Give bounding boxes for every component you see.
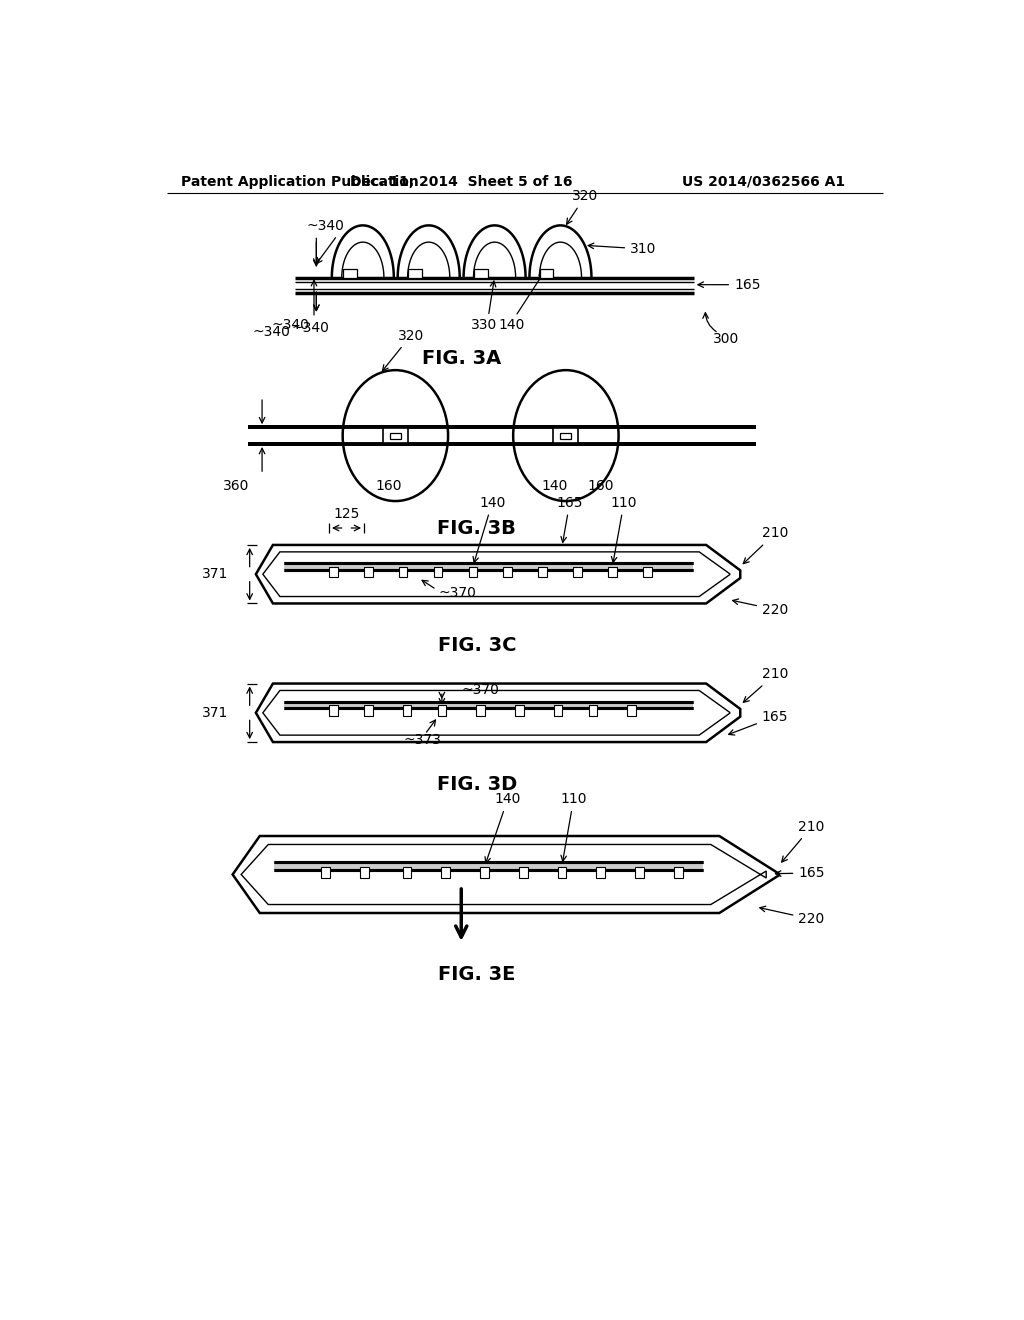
Bar <box>558 867 566 878</box>
Bar <box>476 705 485 715</box>
Bar <box>390 433 400 438</box>
Bar <box>597 867 605 878</box>
Text: 220: 220 <box>733 599 788 616</box>
Bar <box>274 862 703 870</box>
Text: FIG. 3B: FIG. 3B <box>437 519 516 537</box>
Text: 371: 371 <box>203 706 228 719</box>
Text: ~370: ~370 <box>461 682 499 697</box>
Bar <box>437 705 446 715</box>
Text: 110: 110 <box>560 792 587 861</box>
Text: FIG. 3D: FIG. 3D <box>436 775 517 793</box>
Bar <box>554 428 579 444</box>
Bar <box>573 566 582 577</box>
Text: 110: 110 <box>610 495 637 562</box>
Text: 140: 140 <box>541 479 567 492</box>
Bar <box>248 428 756 444</box>
Text: 160: 160 <box>376 479 402 492</box>
Text: 160: 160 <box>588 479 614 492</box>
Text: FIG. 3A: FIG. 3A <box>422 348 501 368</box>
Bar <box>360 867 369 878</box>
Text: Patent Application Publication: Patent Application Publication <box>180 174 419 189</box>
Ellipse shape <box>343 370 449 502</box>
Text: 140: 140 <box>473 495 506 562</box>
Text: 210: 210 <box>743 527 788 564</box>
Text: FIG. 3E: FIG. 3E <box>438 965 515 985</box>
Bar <box>560 433 571 438</box>
Text: ~340: ~340 <box>271 318 309 333</box>
Ellipse shape <box>513 370 618 502</box>
Text: Dec. 11, 2014  Sheet 5 of 16: Dec. 11, 2014 Sheet 5 of 16 <box>350 174 572 189</box>
Text: 165: 165 <box>729 710 788 735</box>
Text: 165: 165 <box>698 277 761 292</box>
Bar <box>469 566 477 577</box>
Text: 140: 140 <box>485 792 521 863</box>
Bar <box>329 566 338 577</box>
Text: 210: 210 <box>743 668 788 702</box>
Text: 210: 210 <box>781 820 824 862</box>
Text: 320: 320 <box>566 189 598 224</box>
Text: US 2014/0362566 A1: US 2014/0362566 A1 <box>682 174 845 189</box>
Text: 300: 300 <box>713 333 739 346</box>
Bar <box>284 564 693 570</box>
Bar <box>474 268 487 277</box>
Bar <box>519 867 527 878</box>
Text: ~370: ~370 <box>438 586 476 599</box>
Bar <box>540 268 554 277</box>
Bar <box>554 705 562 715</box>
Text: 360: 360 <box>223 479 250 492</box>
Bar <box>284 702 693 708</box>
Bar <box>399 566 408 577</box>
Bar <box>589 705 597 715</box>
Text: ~373: ~373 <box>403 733 441 747</box>
Bar <box>643 566 651 577</box>
Bar <box>383 428 408 444</box>
Text: 320: 320 <box>383 329 424 371</box>
Bar <box>322 867 330 878</box>
Text: 220: 220 <box>760 907 824 927</box>
Bar <box>364 705 373 715</box>
Text: FIG. 3C: FIG. 3C <box>437 636 516 655</box>
Text: 125: 125 <box>334 507 359 521</box>
Bar <box>408 268 422 277</box>
Text: 330: 330 <box>471 318 498 333</box>
Bar <box>441 867 450 878</box>
Bar <box>539 566 547 577</box>
Bar <box>434 566 442 577</box>
Bar <box>635 867 644 878</box>
Text: 310: 310 <box>588 242 656 256</box>
Bar <box>402 705 412 715</box>
Bar <box>343 428 449 444</box>
Bar <box>402 867 412 878</box>
Text: 371: 371 <box>203 568 228 581</box>
Text: ~340: ~340 <box>253 325 291 339</box>
Bar <box>515 705 523 715</box>
Bar <box>364 566 373 577</box>
Text: 165: 165 <box>775 866 824 880</box>
Bar <box>608 566 616 577</box>
Bar <box>674 867 683 878</box>
Text: ~340: ~340 <box>291 321 329 335</box>
Bar <box>504 566 512 577</box>
Text: 140: 140 <box>499 318 525 333</box>
Text: 165: 165 <box>556 495 583 543</box>
Bar <box>513 428 618 444</box>
Text: ~340: ~340 <box>306 219 344 234</box>
Bar <box>343 268 357 277</box>
Bar <box>628 705 636 715</box>
Bar <box>329 705 338 715</box>
Bar <box>480 867 488 878</box>
